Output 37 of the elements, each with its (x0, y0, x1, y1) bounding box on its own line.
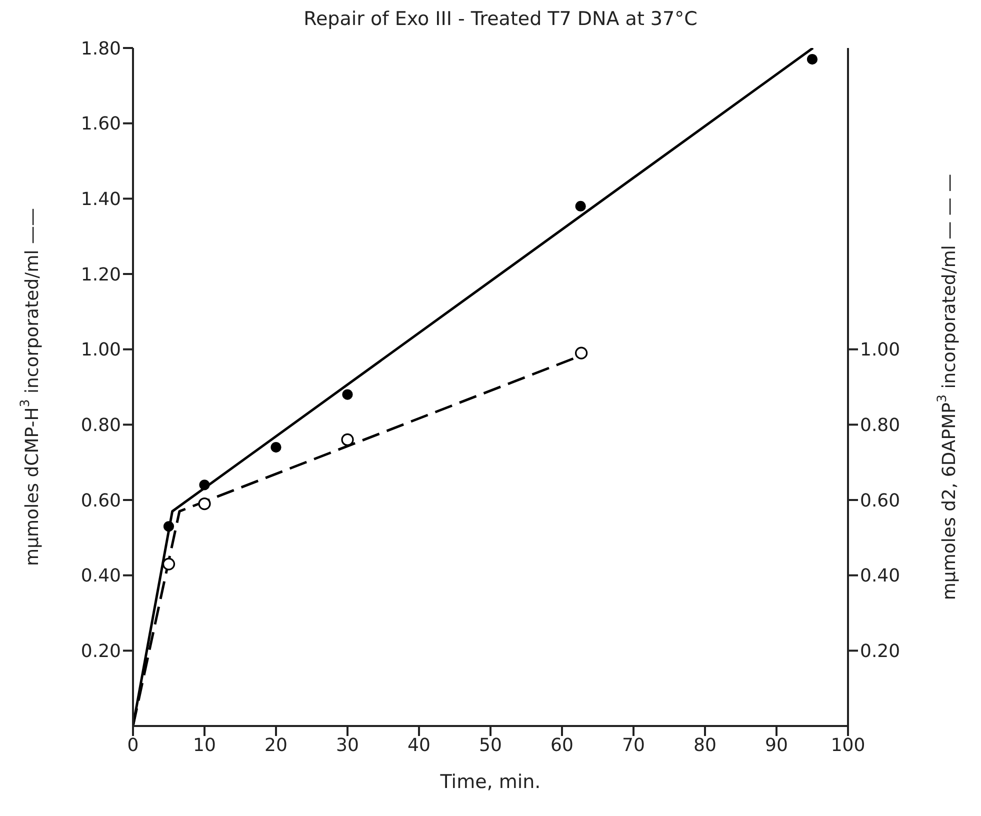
x-tick-label: 30 (336, 734, 359, 756)
x-tick-label: 0 (127, 734, 139, 756)
y-tick-label: 1.00 (80, 340, 121, 361)
x-tick-label: 20 (264, 734, 288, 756)
point (342, 389, 353, 400)
y2-tick-label: 0.40 (860, 566, 900, 587)
point (270, 442, 282, 453)
y-tick-label: 0.20 (80, 641, 121, 662)
point (341, 433, 354, 446)
point (162, 558, 176, 570)
x-axis-title: Time, min. (439, 771, 541, 793)
x-tick-label: 70 (622, 734, 645, 756)
point (198, 497, 211, 510)
point (199, 480, 210, 490)
y-tick-label: 0.40 (80, 566, 121, 587)
y-tick-label: 0.80 (80, 415, 121, 436)
y2-tick-label: 0.80 (860, 415, 900, 436)
x-tick-label: 50 (479, 734, 502, 756)
y2-tick-label: 0.20 (860, 641, 900, 662)
x-tick-label: 60 (550, 734, 574, 756)
y-tick-label: 1.40 (80, 189, 121, 210)
y2-tick-label: 1.00 (860, 340, 900, 361)
point (163, 521, 174, 532)
y-tick-label: 0.60 (80, 490, 121, 512)
x-tick-label: 40 (408, 734, 430, 756)
x-tick-label: 80 (694, 734, 716, 756)
x-tick-label: 90 (765, 734, 788, 756)
y-tick-label: 1.20 (80, 264, 121, 286)
x-tick-label: 100 (830, 734, 866, 756)
y-tick-label: 1.80 (80, 38, 121, 60)
y-tick-label: 1.60 (80, 114, 121, 135)
point (806, 54, 818, 65)
chart-title: Repair of Exo III - Treated T7 DNA at 37°C (302, 8, 698, 32)
x-tick-label: 10 (193, 734, 216, 756)
point (575, 200, 586, 212)
point (575, 346, 588, 360)
y2-tick-label: 0.60 (860, 490, 900, 512)
